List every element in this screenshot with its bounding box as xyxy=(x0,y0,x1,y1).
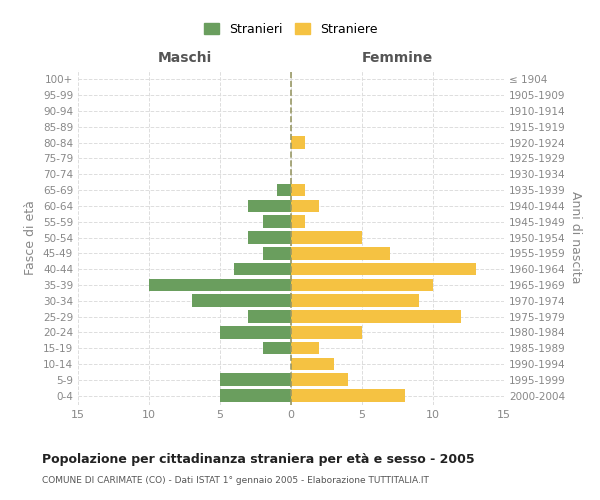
Bar xyxy=(291,200,319,212)
Bar xyxy=(291,310,461,323)
Bar xyxy=(291,326,362,338)
Bar xyxy=(291,184,305,196)
Bar xyxy=(248,310,291,323)
Bar xyxy=(277,184,291,196)
Text: COMUNE DI CARIMATE (CO) - Dati ISTAT 1° gennaio 2005 - Elaborazione TUTTITALIA.I: COMUNE DI CARIMATE (CO) - Dati ISTAT 1° … xyxy=(42,476,429,485)
Text: Popolazione per cittadinanza straniera per età e sesso - 2005: Popolazione per cittadinanza straniera p… xyxy=(42,452,475,466)
Bar xyxy=(149,278,291,291)
Bar xyxy=(291,263,476,276)
Bar xyxy=(291,358,334,370)
Bar xyxy=(191,294,291,307)
Y-axis label: Fasce di età: Fasce di età xyxy=(25,200,37,275)
Y-axis label: Anni di nascita: Anni di nascita xyxy=(569,191,582,284)
Bar xyxy=(263,247,291,260)
Text: Maschi: Maschi xyxy=(157,52,212,66)
Bar xyxy=(248,231,291,244)
Bar xyxy=(291,389,404,402)
Bar xyxy=(291,216,305,228)
Legend: Stranieri, Straniere: Stranieri, Straniere xyxy=(200,20,382,40)
Bar xyxy=(220,326,291,338)
Text: Femmine: Femmine xyxy=(362,52,433,66)
Bar xyxy=(291,278,433,291)
Bar xyxy=(291,294,419,307)
Bar xyxy=(220,389,291,402)
Bar xyxy=(291,247,391,260)
Bar xyxy=(291,374,348,386)
Bar xyxy=(248,200,291,212)
Bar xyxy=(220,374,291,386)
Bar xyxy=(291,231,362,244)
Bar xyxy=(263,216,291,228)
Bar xyxy=(234,263,291,276)
Bar xyxy=(291,136,305,149)
Bar xyxy=(291,342,319,354)
Bar xyxy=(263,342,291,354)
